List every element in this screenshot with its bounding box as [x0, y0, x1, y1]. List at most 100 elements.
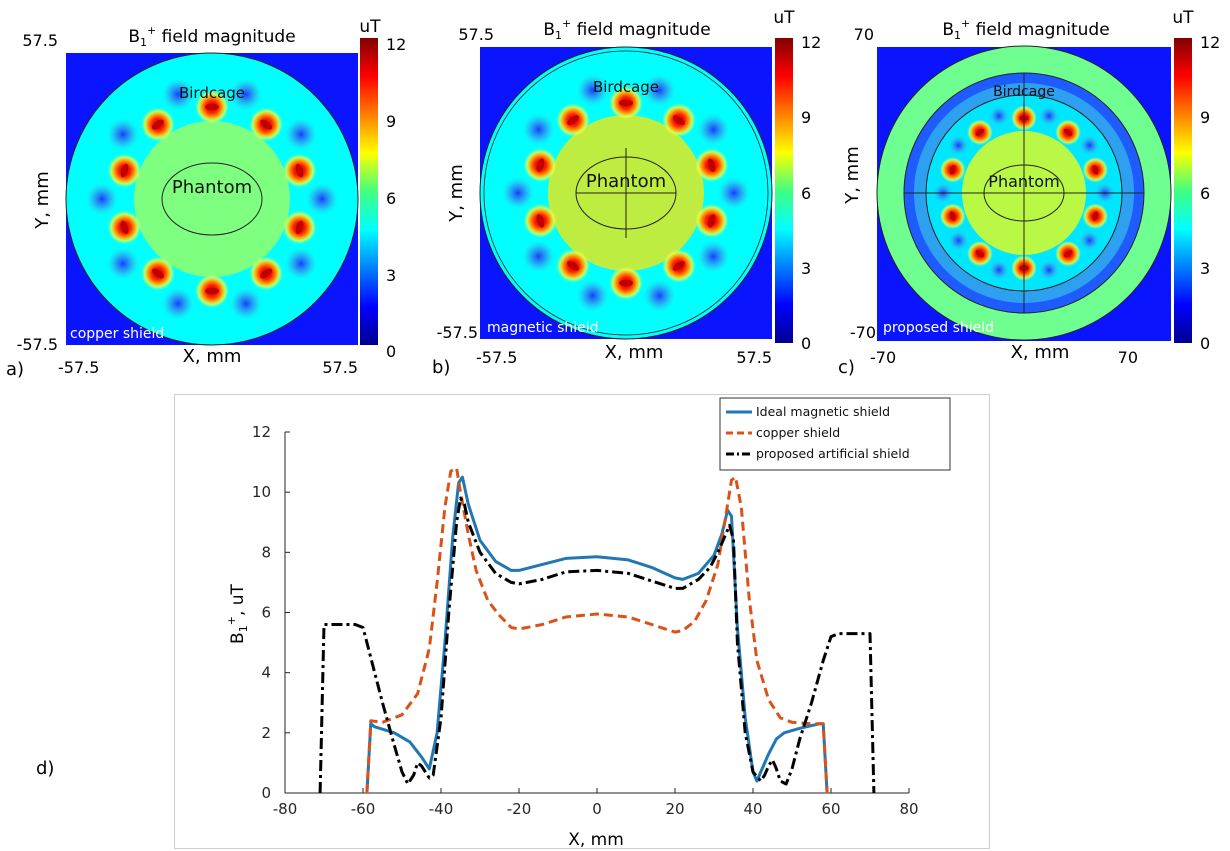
panel-d-y-tick-label: 4 — [261, 664, 271, 682]
panel-a-cold-spot — [284, 118, 317, 151]
panel-a-rung — [295, 163, 304, 178]
panel-a-rung — [205, 287, 219, 295]
panel-d-x-tick-label: -20 — [507, 800, 532, 818]
legend-entry-label: copper shield — [756, 425, 840, 440]
panel-d-y-tick-label: 8 — [261, 543, 271, 561]
legend-entry-label: proposed artificial shield — [756, 446, 910, 461]
panel-c-title: B1+ field magnitude — [942, 17, 1109, 42]
panel-b-rung — [707, 158, 716, 172]
panel-d-y-tick-label: 2 — [261, 724, 271, 742]
panel-d-y-tick-label: 0 — [261, 784, 271, 802]
panel-d-x-tick-label: 60 — [821, 800, 840, 818]
panel-a-cold-spot — [107, 247, 140, 280]
panel-b-colorbar-tick-0: 0 — [801, 334, 811, 353]
panel-b-field-map: Birdcage Phantom — [479, 46, 773, 340]
panel-b-colorbar-tick-9: 9 — [801, 108, 811, 127]
panel-a-ytick-top: 57.5 — [22, 31, 58, 50]
panel-a-cold-spot — [86, 183, 118, 215]
panel-a-cold-spot — [162, 287, 195, 320]
panel-b-rung — [619, 279, 633, 287]
panel-c-rung — [949, 211, 956, 221]
panel-a-label: a) — [6, 359, 24, 380]
panel-b-rung — [672, 260, 685, 271]
panel-d-x-tick-label: -60 — [351, 800, 376, 818]
panel-b-xlabel: X, mm — [605, 342, 664, 363]
panel-b-label: b) — [432, 357, 450, 378]
panel-a-object-label: Phantom — [172, 177, 252, 198]
panel-b-coil-label: Birdcage — [593, 78, 659, 96]
panel-b-title: B1+ field magnitude — [543, 17, 710, 42]
panel-c-colorbar-tick-6: 6 — [1200, 184, 1210, 203]
panel-b-colorbar-tick-3: 3 — [801, 259, 811, 278]
panel-c-colorbar — [1174, 38, 1192, 343]
panel-a-colorbar-tick-3: 3 — [386, 266, 396, 285]
panel-a-rung — [151, 119, 164, 130]
panel-d-x-tick-label: -40 — [429, 800, 454, 818]
panel-a-colorbar-unit: uT — [359, 17, 381, 37]
panel-b-cold-spot — [697, 240, 730, 273]
panel-c-ylabel: Y, mm — [842, 146, 863, 205]
panel-a-rung — [120, 220, 129, 235]
panel-c-cold-spot — [1039, 105, 1060, 126]
panel-a-cold-spot — [306, 183, 338, 215]
panel-c-cold-spot — [988, 260, 1009, 281]
panel-c-cold-spot — [1079, 230, 1100, 251]
panel-b-colorbar-tick-12: 12 — [801, 33, 821, 52]
panel-a-colorbar-tick-0: 0 — [386, 342, 396, 361]
panel-b-rung — [567, 115, 580, 126]
panel-b-cold-spot — [522, 113, 555, 146]
panel-d-y-tick-label: 10 — [252, 483, 271, 501]
series-proposed-artificial-shield-line — [318, 496, 876, 794]
panel-b-colorbar-unit: uT — [773, 8, 795, 28]
panel-b-xtick-right: 57.5 — [736, 348, 772, 367]
panel-a-xlabel: X, mm — [183, 346, 242, 367]
panel-c-cold-spot — [988, 105, 1009, 126]
panel-b-cold-spot — [643, 279, 676, 312]
panel-a-cold-spot — [229, 78, 262, 111]
panel-d-x-tick-label: -80 — [273, 800, 298, 818]
panel-c-rung — [949, 165, 956, 175]
panel-c-cold-spot — [1079, 135, 1100, 156]
panel-d-label: d) — [36, 758, 54, 779]
panel-c-colorbar-tick-9: 9 — [1200, 108, 1210, 127]
panel-b-rung — [536, 158, 545, 172]
panel-a-shield-label: copper shield — [70, 326, 164, 342]
panel-b: B1+ field magnitude Birdcage Phantom 57.5… — [432, 8, 821, 378]
panel-b-colorbar — [775, 38, 793, 343]
panel-b-ytick-bottom: -57.5 — [437, 323, 478, 342]
panel-a-rung — [260, 268, 273, 279]
panel-a: B1+ field magnitude Birdcage Phantom 57.5… — [6, 17, 406, 380]
panel-b-cold-spot — [576, 279, 609, 312]
panel-b-rung — [619, 99, 633, 107]
panel-b-rung — [672, 115, 685, 126]
panel-b-shield-ring — [483, 50, 769, 336]
panel-d-legend: Ideal magnetic shield copper shield propos… — [719, 397, 951, 471]
panel-a-rung — [295, 220, 304, 235]
panel-c-cold-spot — [948, 135, 969, 156]
panel-d-x-tick-label: 40 — [743, 800, 762, 818]
panel-a-colorbar-tick-12: 12 — [386, 35, 406, 54]
panel-b-cold-spot — [522, 240, 555, 273]
panel-c-colorbar-tick-3: 3 — [1200, 259, 1210, 278]
panel-d-x-tick-label: 20 — [665, 800, 684, 818]
panel-c-rung — [975, 128, 985, 136]
panel-c-xlabel: X, mm — [1011, 342, 1070, 363]
panel-c-label: c) — [838, 357, 855, 378]
panel-b-shield-label: magnetic shield — [487, 320, 599, 336]
panel-c-ytick-bottom: -70 — [850, 323, 876, 342]
panel-b-rung — [707, 214, 716, 228]
panel-c-xtick-right: 70 — [1118, 348, 1138, 367]
panel-b-cold-spot — [502, 177, 534, 209]
panel-a-rung — [151, 268, 164, 279]
panel-a-central-field — [134, 121, 290, 277]
panel-d-xlabel: X, mm — [568, 830, 624, 850]
panel-a-ytick-bottom: -57.5 — [17, 335, 58, 354]
panel-a-cold-spot — [162, 78, 195, 111]
panel-c-rung — [1063, 250, 1073, 258]
series-ideal-magnetic-shield-line — [365, 475, 829, 794]
panel-c-coil-label: Birdcage — [993, 84, 1055, 100]
legend-box — [719, 397, 951, 471]
panel-a-colorbar-tick-6: 6 — [386, 189, 396, 208]
